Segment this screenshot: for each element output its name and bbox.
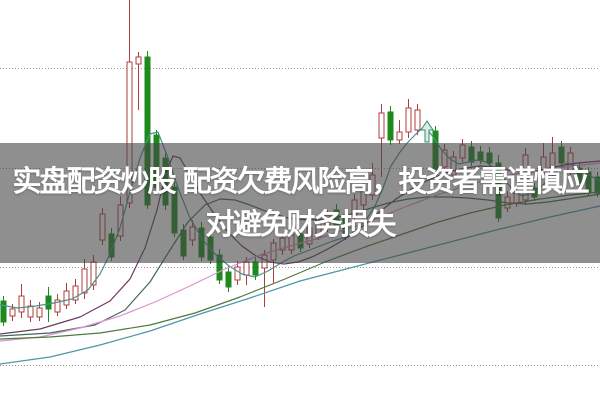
candle-up (234, 266, 241, 281)
candle-up (90, 261, 97, 286)
candle-up (405, 107, 412, 133)
headline-line-1: 实盘配资炒股 配资欠费风险高，投资者需谨慎应 (12, 164, 589, 198)
candle-up (9, 308, 16, 317)
candle-down (0, 300, 7, 323)
candle-up (54, 299, 61, 313)
candle-up (243, 261, 250, 276)
candle-down (225, 271, 232, 288)
candle-up (72, 285, 79, 301)
candle-up (18, 295, 25, 313)
candle-up (81, 268, 88, 294)
candle-up (414, 109, 421, 131)
candle-up (135, 56, 142, 65)
candle-up (63, 290, 70, 306)
up-arrow-marker (420, 120, 434, 143)
candle-up (27, 305, 34, 318)
candle-up (36, 307, 43, 318)
headline-line-2: 对避免财务损失 (205, 207, 396, 241)
headline-banner: 实盘配资炒股 配资欠费风险高，投资者需谨慎应 对避免财务损失 (0, 143, 600, 263)
candle-down (387, 111, 394, 141)
candle-down (252, 261, 259, 276)
candle-up (396, 131, 403, 141)
candle-down (45, 295, 52, 310)
candle-up (378, 112, 385, 139)
